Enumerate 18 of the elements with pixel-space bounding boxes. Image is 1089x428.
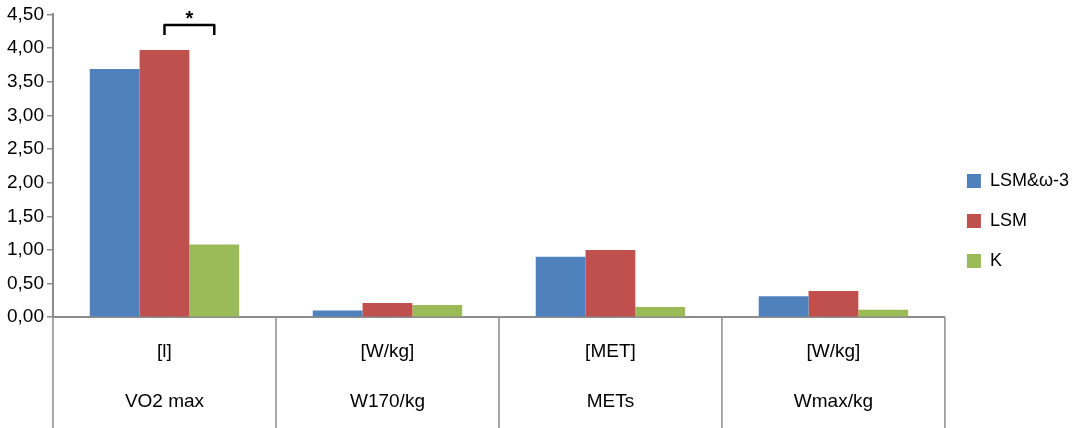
y-tick-label: 4,00: [7, 36, 44, 58]
legend-label: LSM: [989, 209, 1027, 230]
y-tick-label: 0,50: [7, 271, 44, 293]
category-label: [W/kg] Wmax/kg: [793, 340, 874, 411]
category-label: [MET] METs: [585, 340, 636, 411]
y-tick-label: 1,50: [7, 204, 44, 226]
legend-label: K: [989, 249, 1002, 270]
y-tick-label: 3,00: [7, 103, 44, 125]
y-tick-label: 1,00: [7, 238, 44, 260]
legend-label: LSM&ω-3: [989, 169, 1069, 190]
y-tick-label: 2,50: [7, 137, 44, 159]
y-tick-label: 3,50: [7, 69, 44, 91]
y-tick-label: 4,50: [7, 2, 44, 24]
annotation: *: [185, 6, 194, 29]
category-label: [l] VO2 max: [124, 340, 205, 411]
category-label: [W/kg] W170/kg: [349, 340, 425, 411]
y-tick-label: 2,00: [7, 170, 44, 192]
y-tick-label: 0,00: [7, 305, 44, 327]
